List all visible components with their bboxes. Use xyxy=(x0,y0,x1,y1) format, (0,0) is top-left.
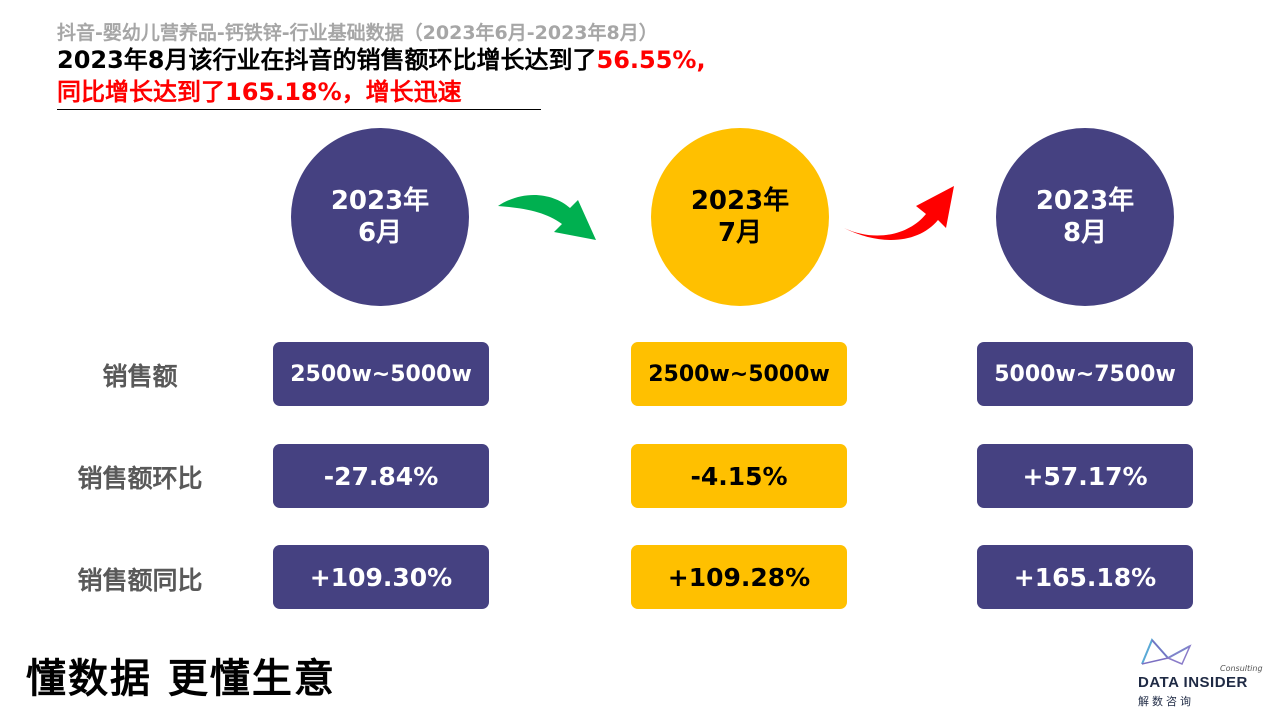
row-label-sales: 销售额 xyxy=(102,362,178,391)
sales-value-july: 2500w~5000w xyxy=(631,342,847,406)
slogan: 懂数据 更懂生意 xyxy=(26,655,336,702)
row-label-yoy: 销售额同比 xyxy=(77,566,203,595)
red-arrow-icon xyxy=(844,186,954,240)
headline: 2023年8月该行业在抖音的销售额环比增长达到了56.55%, 同比增长达到了1… xyxy=(57,44,706,110)
period-circle-august: 2023年 8月 xyxy=(996,128,1174,306)
period-circle-july: 2023年 7月 xyxy=(651,128,829,306)
headline-line-2: 同比增长达到了165.18%，增长迅速 xyxy=(57,78,462,106)
mom-value-august: +57.17% xyxy=(977,444,1193,508)
period-month: 7月 xyxy=(717,218,763,248)
mom-value-july: -4.15% xyxy=(631,444,847,508)
breadcrumb: 抖音-婴幼儿营养品-钙铁锌-行业基础数据（2023年6月-2023年8月） xyxy=(57,22,658,44)
period-month: 8月 xyxy=(1062,218,1108,248)
data-insider-logo: Consulting DATA INSIDER 解数咨询 xyxy=(1136,636,1266,710)
logo-name-cn: 解数咨询 xyxy=(1138,695,1194,708)
sales-value-june: 2500w~5000w xyxy=(273,342,489,406)
logo-mark-icon xyxy=(1141,638,1192,665)
sales-value-august: 5000w~7500w xyxy=(977,342,1193,406)
yoy-value-july: +109.28% xyxy=(631,545,847,609)
period-year: 2023年 xyxy=(690,186,790,216)
period-circle-june: 2023年 6月 xyxy=(291,128,469,306)
headline-text: 2023年8月该行业在抖音的销售额环比增长达到了 xyxy=(57,46,597,74)
headline-highlight: 56.55%, xyxy=(596,46,706,74)
green-arrow-icon xyxy=(498,194,596,240)
logo-consulting: Consulting xyxy=(1220,664,1263,673)
period-year: 2023年 xyxy=(330,186,430,216)
headline-line-1: 2023年8月该行业在抖音的销售额环比增长达到了56.55%, xyxy=(57,44,706,76)
mom-value-june: -27.84% xyxy=(273,444,489,508)
yoy-value-august: +165.18% xyxy=(977,545,1193,609)
yoy-value-june: +109.30% xyxy=(273,545,489,609)
row-label-mom: 销售额环比 xyxy=(77,464,203,493)
logo-name-en: DATA INSIDER xyxy=(1138,674,1248,691)
period-year: 2023年 xyxy=(1035,186,1135,216)
period-month: 6月 xyxy=(357,218,403,248)
